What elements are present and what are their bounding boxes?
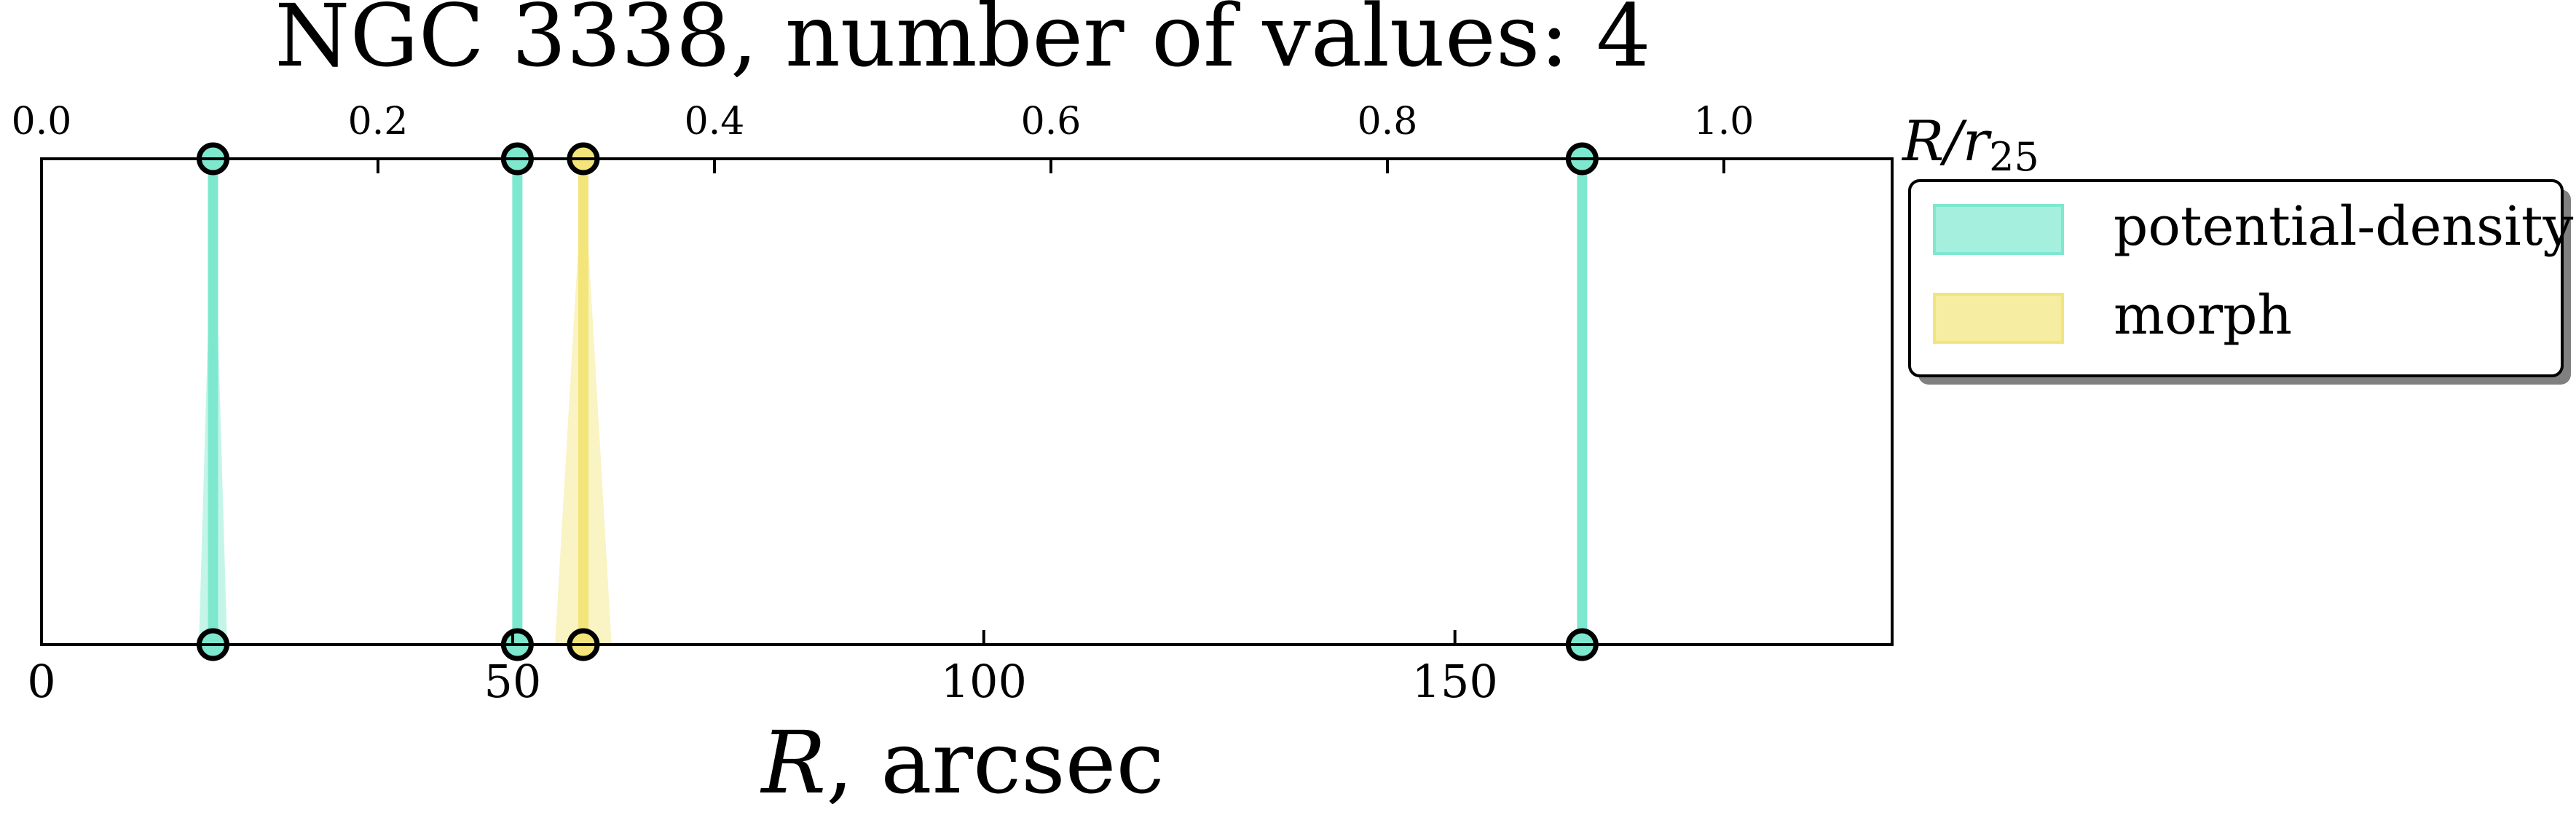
marks-layer: [196, 142, 1599, 661]
top-axis-label: R/r25: [1901, 109, 2039, 180]
plot-frame: [40, 157, 1894, 646]
ticks-layer: 0 50 100 150 0.0 0.2 0.4 0.6 0.8 1.0: [12, 100, 1754, 708]
legend-box: [1908, 179, 2564, 377]
x-tick-label-1: 50: [484, 655, 541, 708]
top-axis-label-sub: 25: [1989, 134, 2039, 180]
x-tick-label-0: 0: [27, 655, 55, 708]
top-x-tick-label-5: 1.0: [1694, 100, 1754, 143]
x-axis-label: R, arcsec: [760, 712, 1164, 813]
top-x-tick-label-4: 0.8: [1358, 100, 1418, 143]
legend-label-morph: morph: [2114, 284, 2292, 347]
chart-title: NGC 3338, number of values: 4: [275, 0, 1651, 86]
top-x-tick-label-3: 0.6: [1021, 100, 1082, 143]
legend-swatch-potential-density: [1933, 204, 2064, 255]
top-axis-label-main: R/r: [1901, 109, 1993, 173]
legend-items: potential-density morph: [1933, 195, 2574, 347]
legend: potential-density morph: [1908, 179, 2574, 385]
legend-label-potential-density: potential-density: [2114, 195, 2574, 258]
top-x-tick-label-0: 0.0: [12, 100, 72, 143]
x-tick-label-3: 150: [1412, 655, 1498, 708]
x-axis-label-main: R: [760, 712, 826, 813]
x-tick-label-2: 100: [941, 655, 1027, 708]
x-axis-label-unit: , arcsec: [826, 712, 1164, 813]
top-x-tick-label-2: 0.4: [685, 100, 745, 143]
legend-swatch-morph: [1933, 293, 2064, 344]
top-x-tick-label-1: 0.2: [348, 100, 409, 143]
